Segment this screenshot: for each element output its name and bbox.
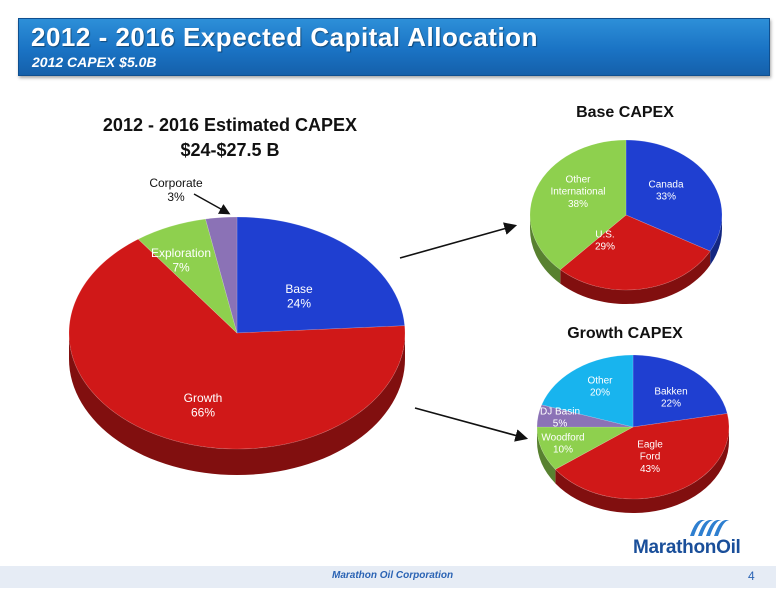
eagle-ford-slice-side (555, 427, 729, 513)
growth-chart-title: Growth CAPEX (567, 325, 683, 342)
base-chart-title: Base CAPEX (576, 104, 674, 121)
u-s-slice (559, 214, 711, 291)
base-value-label: 24% (287, 296, 311, 310)
slide-subtitle: 2012 CAPEX $5.0B (32, 54, 157, 70)
arrow-to-base (399, 222, 518, 259)
footer-company: Marathon Oil Corporation (332, 570, 454, 581)
corporate-slice (205, 216, 238, 334)
other-slice (541, 354, 634, 428)
exploration-slice (137, 218, 238, 334)
base-slice (236, 216, 405, 334)
canada-value-label: 33% (656, 192, 676, 203)
exploration-name-label: Exploration (151, 246, 211, 260)
u-s-slice-side (560, 251, 711, 304)
growth-name-label: Growth (184, 391, 223, 405)
marathon-waves-icon (690, 520, 730, 536)
eagle-ford-name-label: Ford (640, 452, 661, 463)
canada-slice-side (710, 215, 722, 266)
corporate-annotation: Corporate 3% (136, 176, 216, 204)
other-international-value-label: 38% (568, 199, 588, 210)
corporate-annotation-value: 3% (167, 190, 185, 204)
eagle-ford-slice (554, 413, 730, 500)
other-value-label: 20% (590, 388, 610, 399)
eagle-ford-name-label: Eagle (637, 439, 663, 450)
corporate-annotation-name: Corporate (149, 176, 203, 190)
arrow-to-corporate (193, 193, 231, 215)
dj-basin-slice (536, 404, 634, 428)
main-chart-title: 2012 - 2016 Estimated CAPEX (102, 115, 358, 135)
bakken-slice (632, 354, 728, 428)
arrow-to-growth (414, 407, 529, 442)
dj-basin-value-label: 5% (553, 419, 568, 430)
slide-footer: Marathon Oil Corporation 4 (0, 566, 776, 588)
other-international-slice (529, 139, 627, 271)
growth-value-label: 66% (191, 405, 215, 419)
main-chart-subtitle: $24-$27.5 B (180, 140, 280, 160)
growth-slice-side (69, 333, 405, 475)
page-number: 4 (748, 569, 755, 583)
canada-slice (625, 139, 723, 252)
slide-header: 2012 - 2016 Expected Capital Allocation … (18, 18, 770, 76)
woodford-value-label: 10% (553, 445, 573, 456)
eagle-ford-value-label: 43% (640, 464, 660, 475)
u-s-name-label: U.S. (595, 230, 614, 241)
woodford-slice (536, 426, 634, 470)
company-logo-text: MarathonOil (633, 537, 741, 558)
canada-name-label: Canada (648, 180, 683, 191)
growth-slice (68, 238, 406, 450)
base-name-label: Base (285, 282, 313, 296)
dj-basin-name-label: DJ Basin (540, 407, 580, 418)
other-international-name-label: Other (565, 174, 591, 185)
other-international-name-label: International (550, 187, 605, 198)
woodford-slice-side (537, 427, 556, 484)
exploration-value-label: 7% (172, 260, 190, 274)
other-name-label: Other (587, 376, 613, 387)
slide-title: 2012 - 2016 Expected Capital Allocation (31, 22, 538, 52)
u-s-value-label: 29% (595, 242, 615, 253)
bakken-value-label: 22% (661, 399, 681, 410)
woodford-name-label: Woodford (541, 433, 584, 444)
bakken-name-label: Bakken (654, 387, 687, 398)
other-international-slice-side (530, 215, 561, 284)
